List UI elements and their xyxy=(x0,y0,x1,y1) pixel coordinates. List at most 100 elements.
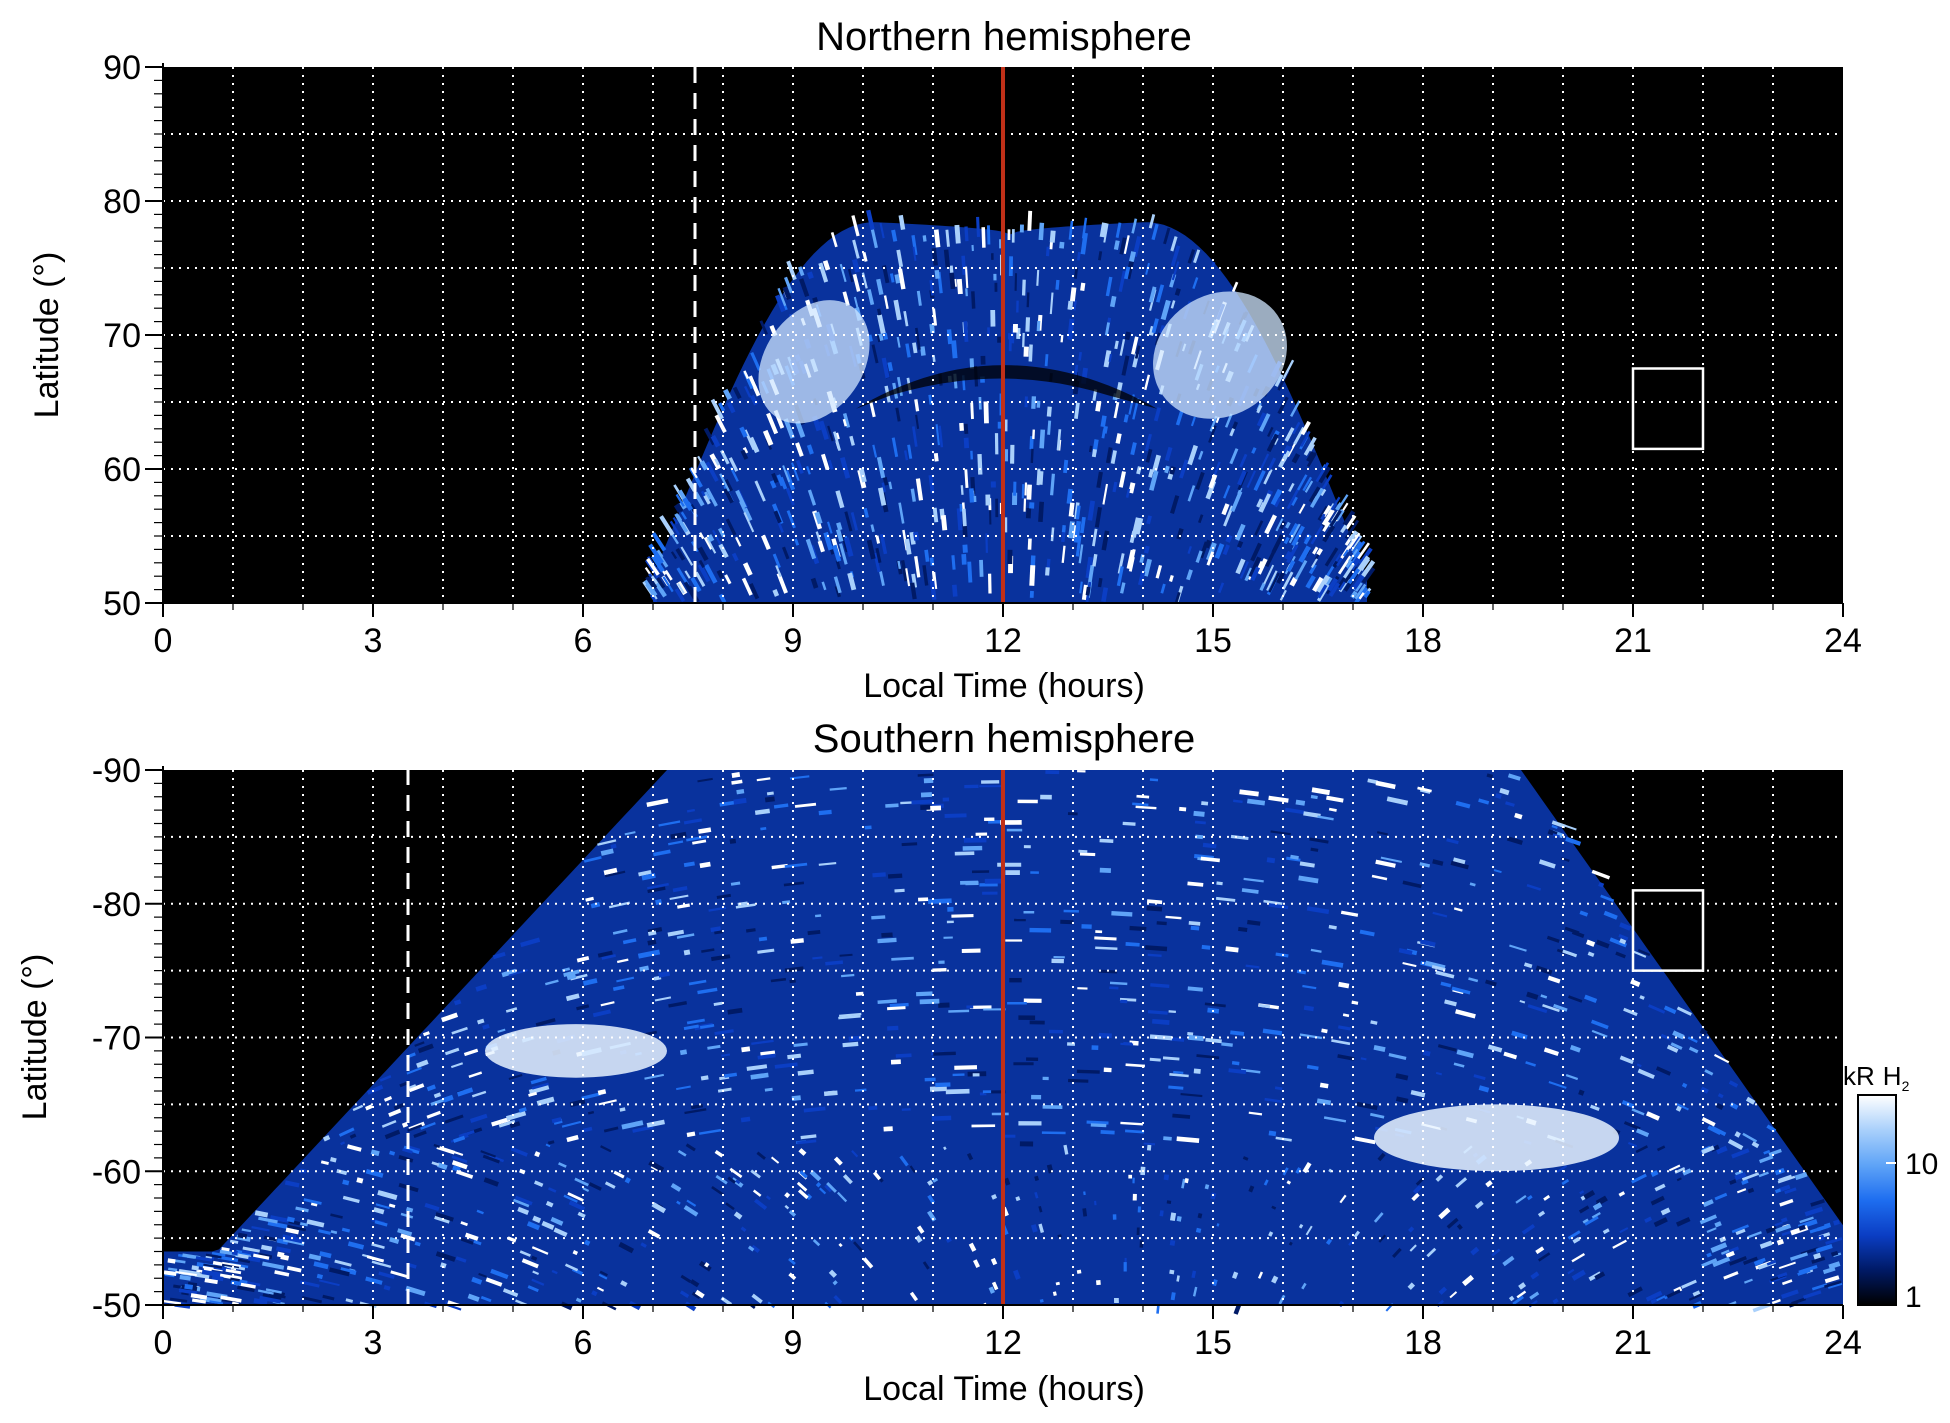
emission-streak xyxy=(1306,906,1330,915)
emission-streak xyxy=(414,1241,421,1247)
emission-streak xyxy=(683,1024,699,1031)
emission-streak xyxy=(887,1025,899,1031)
emission-streak xyxy=(1564,926,1580,935)
emission-streak xyxy=(1375,780,1396,790)
emission-streak xyxy=(1308,486,1321,503)
emission-streak xyxy=(988,1286,995,1294)
emission-streak xyxy=(1044,354,1049,367)
emission-streak xyxy=(231,1301,239,1306)
emission-streak xyxy=(1108,354,1113,362)
emission-streak xyxy=(1702,1199,1714,1208)
emission-streak xyxy=(784,1204,790,1210)
emission-streak xyxy=(1337,555,1352,575)
emission-streak xyxy=(1003,1177,1011,1186)
emission-streak xyxy=(1515,1194,1527,1204)
emission-streak xyxy=(716,893,732,899)
emission-streak xyxy=(1552,1298,1559,1305)
emission-streak xyxy=(1205,1037,1222,1044)
emission-streak xyxy=(378,1271,395,1279)
emission-streak xyxy=(855,991,864,996)
emission-streak xyxy=(253,1297,268,1306)
emission-streak xyxy=(1241,888,1259,894)
emission-streak xyxy=(300,1222,308,1227)
emission-streak xyxy=(1115,222,1122,238)
emission-streak xyxy=(1535,965,1553,975)
emission-streak xyxy=(833,431,841,451)
emission-streak xyxy=(262,1293,282,1302)
emission-streak xyxy=(1239,561,1249,579)
emission-streak xyxy=(405,1206,414,1213)
emission-streak xyxy=(426,1110,441,1119)
emission-streak xyxy=(882,332,889,340)
emission-streak xyxy=(877,333,884,342)
emission-streak xyxy=(791,462,800,482)
emission-streak xyxy=(1316,1098,1332,1106)
emission-streak xyxy=(1259,493,1272,513)
emission-streak xyxy=(640,1242,647,1248)
emission-streak xyxy=(1198,514,1204,524)
southern-x-axis-label: Local Time (hours) xyxy=(863,1370,1145,1408)
emission-streak xyxy=(1276,571,1285,584)
emission-streak xyxy=(388,1108,402,1118)
emission-streak xyxy=(877,937,897,944)
emission-streak xyxy=(752,1189,762,1197)
emission-streak xyxy=(613,1170,625,1179)
emission-streak xyxy=(1025,507,1032,519)
emission-streak xyxy=(1317,465,1331,484)
emission-streak xyxy=(1809,1226,1824,1234)
emission-streak xyxy=(1725,1250,1735,1258)
x-tick-label: 24 xyxy=(1824,1324,1862,1362)
emission-streak xyxy=(1310,847,1319,852)
emission-streak xyxy=(788,1257,796,1266)
emission-streak xyxy=(1712,1256,1731,1268)
emission-streak xyxy=(1136,794,1150,799)
emission-streak xyxy=(381,1119,397,1128)
y-tick-label: -60 xyxy=(92,1153,141,1191)
emission-streak xyxy=(1759,1155,1774,1164)
emission-streak xyxy=(1125,1129,1145,1134)
emission-streak xyxy=(375,1203,390,1210)
emission-streak xyxy=(237,1284,256,1293)
emission-streak xyxy=(1741,1179,1749,1186)
emission-streak xyxy=(1317,584,1328,599)
emission-streak xyxy=(1558,822,1577,831)
emission-streak xyxy=(1565,1074,1579,1081)
emission-streak xyxy=(532,1215,542,1224)
emission-streak xyxy=(456,1087,474,1097)
emission-streak xyxy=(1286,544,1299,564)
emission-streak xyxy=(1169,1269,1175,1275)
emission-streak xyxy=(1267,457,1277,472)
emission-streak xyxy=(747,1245,755,1252)
emission-streak xyxy=(849,435,855,446)
emission-streak xyxy=(841,973,855,978)
emission-streak xyxy=(1170,236,1178,252)
emission-streak xyxy=(1635,1128,1650,1138)
emission-streak xyxy=(1455,800,1471,809)
emission-streak xyxy=(757,948,775,954)
emission-streak xyxy=(408,1145,421,1152)
emission-streak xyxy=(1303,534,1312,545)
emission-streak xyxy=(1547,975,1561,984)
emission-streak xyxy=(675,493,685,507)
emission-streak xyxy=(970,402,974,420)
emission-streak xyxy=(963,423,969,435)
emission-streak xyxy=(1145,448,1153,463)
emission-streak xyxy=(639,965,650,972)
emission-streak xyxy=(740,449,749,460)
emission-streak xyxy=(928,474,935,494)
emission-streak xyxy=(724,574,732,585)
emission-streak xyxy=(770,1156,780,1164)
emission-streak xyxy=(895,407,901,422)
emission-streak xyxy=(805,538,817,560)
emission-streak xyxy=(1169,466,1176,475)
emission-streak xyxy=(1315,462,1330,483)
emission-streak xyxy=(1587,951,1595,957)
emission-streak xyxy=(669,520,681,536)
emission-streak xyxy=(692,839,707,845)
emission-streak xyxy=(531,1255,538,1262)
emission-streak xyxy=(927,1179,934,1186)
emission-streak xyxy=(1231,1271,1239,1280)
emission-streak xyxy=(1289,577,1298,587)
emission-streak xyxy=(963,437,970,449)
emission-streak xyxy=(1256,412,1267,427)
